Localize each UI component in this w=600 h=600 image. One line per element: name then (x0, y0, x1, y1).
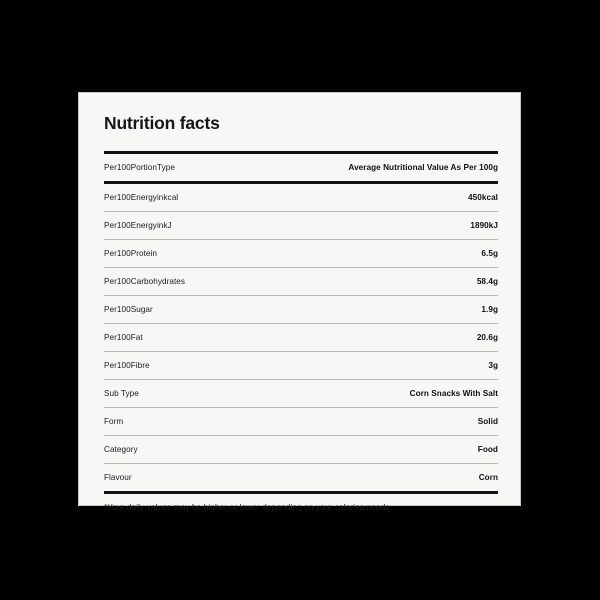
row-value: 3g (301, 351, 498, 380)
row-label: Per100Fibre (104, 351, 301, 380)
table-header-label: Per100PortionType (104, 154, 301, 184)
row-label: Per100Protein (104, 239, 301, 268)
table-body: Per100PortionType Average Nutritional Va… (104, 154, 498, 491)
row-value: 450kcal (301, 182, 498, 212)
table-row: Per100EnergyinkJ 1890kJ (104, 211, 498, 240)
table-row: Category Food (104, 435, 498, 464)
row-value: 20.6g (301, 323, 498, 352)
table-row: Per100Protein 6.5g (104, 239, 498, 268)
table-header-value: Average Nutritional Value As Per 100g (301, 154, 498, 184)
row-label: Sub Type (104, 379, 301, 408)
table-row: Flavour Corn (104, 464, 498, 492)
row-label: Per100Fat (104, 323, 301, 352)
daily-values-footnote: *Your daily values may be higher or lowe… (104, 502, 390, 512)
row-value: Corn (478, 473, 498, 482)
table-row: Form Solid (104, 407, 498, 436)
table-row: Per100Sugar 1.9g (104, 295, 498, 324)
row-value: 1890kJ (301, 211, 498, 240)
row-label: Per100Sugar (104, 295, 301, 324)
table-row: Per100Fibre 3g (104, 351, 498, 380)
row-label: Per100Energyinkcal (104, 182, 301, 212)
table-row: Per100Energyinkcal 450kcal (104, 182, 498, 212)
row-value: Solid (301, 407, 498, 436)
row-value: 58.4g (301, 267, 498, 296)
table-header-row: Per100PortionType Average Nutritional Va… (104, 154, 498, 184)
row-value: Food (301, 435, 498, 464)
table-row: Per100Carbohydrates 58.4g (104, 267, 498, 296)
row-label: Per100EnergyinkJ (104, 211, 301, 240)
row-value: Corn Snacks With Salt (301, 379, 498, 408)
table-row: Per100Fat 20.6g (104, 323, 498, 352)
row-label: Per100Carbohydrates (104, 267, 301, 296)
nutrition-facts-content: Nutrition facts Per100PortionType Averag… (104, 109, 498, 512)
footer-rule (104, 491, 498, 494)
row-value: 1.9g (301, 295, 498, 324)
row-label: Flavour (104, 473, 132, 482)
nutrition-facts-card: Nutrition facts Per100PortionType Averag… (78, 92, 521, 512)
table-row: Sub Type Corn Snacks With Salt (104, 379, 498, 408)
header-top-rule (104, 151, 498, 154)
row-label: Form (104, 407, 301, 436)
nutrition-facts-table: Per100PortionType Average Nutritional Va… (104, 154, 498, 491)
page-title: Nutrition facts (104, 113, 220, 133)
row-label: Category (104, 435, 301, 464)
row-value: 6.5g (301, 239, 498, 268)
